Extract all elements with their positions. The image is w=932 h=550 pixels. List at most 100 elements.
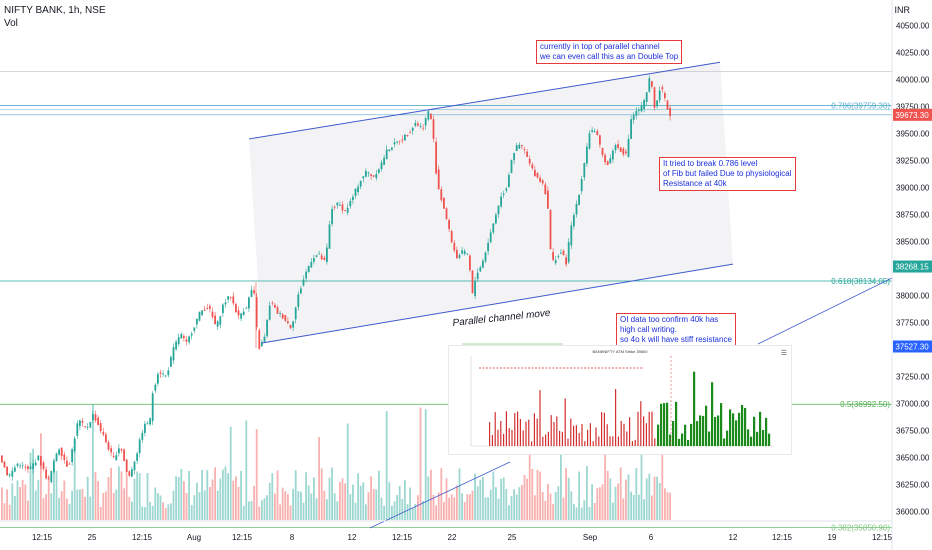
candle-body <box>29 466 32 470</box>
volume-bar <box>479 479 482 520</box>
volume-bar <box>123 488 125 520</box>
volume-bar <box>648 473 651 520</box>
inset-put-bar <box>669 434 672 446</box>
inset-put-bar <box>702 415 705 446</box>
candle-body <box>521 145 523 147</box>
candle-body <box>367 172 370 174</box>
volume-bar <box>344 483 346 520</box>
volume-bar <box>320 468 323 520</box>
candle-body <box>515 145 518 151</box>
volume-bar <box>235 476 237 520</box>
x-tick-label: 22 <box>448 533 457 542</box>
y-tick-label: 38750.00 <box>896 211 930 220</box>
candle-body <box>453 242 456 251</box>
candle-body <box>45 469 47 479</box>
volume-bar <box>359 485 362 520</box>
candle-body <box>508 174 510 188</box>
candle-body <box>99 423 102 432</box>
candle-body <box>318 253 320 255</box>
volume-bar <box>237 486 240 520</box>
symbol-title[interactable]: NIFTY BANK, 1h, NSE <box>4 5 106 16</box>
x-tick-label: 12:15 <box>392 533 413 542</box>
y-tick-label: 36250.00 <box>896 480 930 489</box>
y-tick-label: 38000.00 <box>896 291 930 300</box>
candle-body <box>422 127 424 129</box>
volume-bar <box>310 493 313 520</box>
volume-bar <box>42 498 45 520</box>
volume-bar <box>570 491 573 520</box>
volume-bar <box>476 486 479 520</box>
candle-body <box>638 109 640 112</box>
inset-put-bar <box>753 416 756 446</box>
candle-body <box>112 456 115 458</box>
candle-body <box>401 139 404 141</box>
candle-body <box>614 145 617 151</box>
oi-data-note[interactable]: OI data too confirm 40k has high call wr… <box>616 313 736 347</box>
double-top-note[interactable]: currently in top of parallel channel we … <box>536 40 683 64</box>
candle-body <box>534 170 536 177</box>
candle-body <box>599 135 601 145</box>
volume-bar <box>612 502 614 520</box>
volume-indicator-label[interactable]: Vol <box>4 18 18 29</box>
volume-bar <box>149 501 151 520</box>
inset-call-bar <box>514 413 516 446</box>
volume-bar <box>544 500 547 520</box>
inset-put-bar <box>768 433 771 446</box>
candle-body <box>513 153 515 161</box>
volume-bar <box>159 495 162 520</box>
candle-body <box>380 162 383 169</box>
volume-bar <box>492 471 495 520</box>
candle-body <box>206 307 209 309</box>
candle-body <box>203 309 206 311</box>
volume-bar <box>580 507 583 520</box>
volume-bar <box>76 489 79 520</box>
candle-body <box>552 252 554 260</box>
inset-call-bar <box>595 427 597 446</box>
candle-body <box>385 149 388 160</box>
candle-body <box>86 426 89 428</box>
volume-bar <box>133 478 136 520</box>
candle-body <box>24 466 27 468</box>
inset-call-bar <box>612 436 614 446</box>
candle-body <box>346 207 349 213</box>
candle-body <box>352 196 354 201</box>
price-tag-box <box>893 108 932 121</box>
inset-put-bar <box>675 401 678 446</box>
candle-body <box>209 305 211 309</box>
volume-bar <box>45 494 47 520</box>
volume-bar <box>276 470 279 520</box>
candle-body <box>185 339 188 342</box>
inset-put-bar <box>726 430 729 446</box>
inset-put-bar <box>756 431 759 446</box>
volume-bar <box>404 480 406 520</box>
volume-bar <box>414 503 417 520</box>
inset-call-bar <box>561 431 563 446</box>
candle-body <box>427 111 430 120</box>
volume-bar <box>383 505 385 520</box>
volume-bar <box>661 453 664 520</box>
volume-bar <box>583 500 586 520</box>
volume-bar <box>495 487 497 520</box>
volume-bar <box>84 496 86 520</box>
trend-line <box>369 461 511 529</box>
volume-bar <box>58 498 60 520</box>
volume-bar <box>526 478 528 520</box>
fib-label: 0.786(39759.30) <box>831 102 890 111</box>
hamburger-icon: ☰ <box>780 350 787 357</box>
inset-put-bar <box>678 438 681 446</box>
inset-call-bar <box>623 423 625 446</box>
candle-body <box>604 155 606 163</box>
candle-body <box>279 313 281 315</box>
inset-call-bar <box>539 390 541 446</box>
volume-bar <box>287 494 289 520</box>
candle-body <box>118 448 120 454</box>
inset-call-bar <box>631 441 633 446</box>
volume-bar <box>141 506 144 520</box>
volume-bar <box>575 507 578 520</box>
inset-put-bar <box>762 430 765 446</box>
fib-fail-note[interactable]: It tried to break 0.786 level of Fib but… <box>659 157 796 191</box>
candle-body <box>630 119 632 139</box>
inset-call-bar <box>589 423 591 446</box>
